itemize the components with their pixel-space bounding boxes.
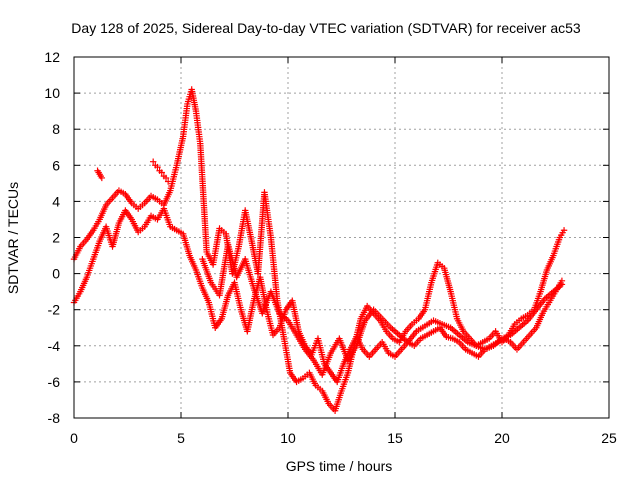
tick-labels: 0 5 10 15 20 25 -8 -6 -4 -2 0 2 4 6 8 10 12 bbox=[44, 49, 617, 446]
data-point bbox=[154, 163, 161, 171]
data-marks bbox=[70, 86, 568, 414]
y-tick-label: -4 bbox=[48, 338, 61, 354]
data-point bbox=[149, 158, 157, 165]
data-point bbox=[158, 169, 165, 176]
y-tick-label: 8 bbox=[52, 121, 60, 137]
y-tick-label: -2 bbox=[48, 302, 61, 318]
x-tick-label: 20 bbox=[494, 430, 510, 446]
y-tick-label: 12 bbox=[44, 49, 60, 65]
y-tick-label: 4 bbox=[52, 193, 60, 209]
axis-ticks bbox=[73, 56, 610, 419]
x-tick-label: 15 bbox=[387, 430, 403, 446]
data-point bbox=[164, 178, 172, 185]
data-point bbox=[558, 281, 566, 288]
data-point bbox=[98, 174, 106, 182]
y-tick-label: -6 bbox=[48, 374, 61, 390]
y-tick-label: 0 bbox=[52, 266, 60, 282]
y-tick-label: 10 bbox=[44, 85, 60, 101]
x-axis-label: GPS time / hours bbox=[286, 458, 393, 474]
x-tick-label: 0 bbox=[70, 430, 78, 446]
y-tick-label: 2 bbox=[52, 230, 60, 246]
y-tick-label: -8 bbox=[48, 410, 61, 426]
y-axis-label: SDTVAR / TECUs bbox=[5, 182, 21, 294]
data-point bbox=[560, 227, 568, 234]
data-point bbox=[162, 174, 170, 182]
y-tick-label: 6 bbox=[52, 157, 60, 173]
chart-title: Day 128 of 2025, Sidereal Day-to-day VTE… bbox=[71, 20, 581, 36]
x-tick-label: 5 bbox=[177, 430, 185, 446]
x-tick-label: 10 bbox=[280, 430, 296, 446]
x-tick-label: 25 bbox=[601, 430, 617, 446]
